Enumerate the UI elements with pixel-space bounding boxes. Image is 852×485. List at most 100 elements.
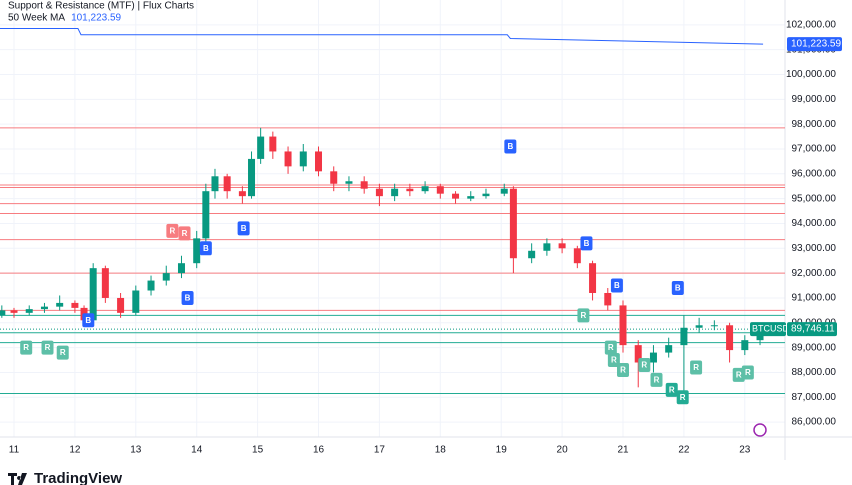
x-tick-label: 14 — [191, 445, 203, 456]
candle-body — [406, 188, 414, 192]
marker-box — [41, 340, 54, 355]
candle-body — [528, 250, 536, 259]
ma-line — [0, 28, 764, 45]
candle-body — [649, 352, 657, 363]
signal-marker: R — [617, 362, 630, 377]
candle-body — [710, 325, 718, 327]
candle-body — [132, 290, 140, 313]
signal-marker: R — [638, 357, 651, 372]
marker-box — [732, 367, 745, 382]
marker-label: R — [182, 229, 188, 238]
marker-box — [166, 223, 179, 238]
signal-marker: R — [56, 345, 69, 360]
marker-box — [638, 357, 651, 372]
candle-body — [238, 191, 246, 197]
marker-label: R — [620, 366, 626, 375]
signal-marker: R — [741, 365, 754, 380]
candle-body — [101, 268, 109, 298]
candle-body — [360, 181, 368, 189]
y-tick-label: 98,000.00 — [792, 119, 837, 130]
marker-label: B — [85, 316, 91, 325]
marker-label: B — [584, 239, 590, 248]
candle-body — [71, 302, 79, 308]
ma-name: 50 Week MA — [8, 13, 65, 24]
marker-box — [20, 340, 33, 355]
signal-marker: B — [580, 236, 593, 251]
marker-box — [604, 340, 617, 355]
candle-body — [436, 186, 444, 194]
x-tick-label: 11 — [9, 445, 20, 456]
marker-label: R — [45, 343, 51, 352]
candle-body — [634, 345, 642, 363]
y-tick-label: 96,000.00 — [792, 168, 837, 179]
candle-body — [726, 325, 734, 351]
candle-body — [421, 186, 429, 192]
candle-body — [211, 176, 219, 192]
logo-icon — [8, 473, 27, 485]
marker-box — [82, 313, 95, 328]
marker-box — [671, 281, 684, 296]
y-tick-label: 91,000.00 — [792, 293, 837, 304]
x-tick-label: 20 — [557, 445, 569, 456]
signal-marker: B — [199, 241, 212, 256]
marker-box — [237, 221, 250, 236]
price-tag — [787, 322, 837, 337]
signal-marker: R — [665, 382, 678, 397]
marker-label: R — [669, 385, 675, 394]
price-tag-label: 89,746.11 — [791, 324, 835, 335]
y-tick-label: 95,000.00 — [792, 193, 837, 204]
marker-label: R — [654, 376, 660, 385]
x-tick-label: 16 — [313, 445, 325, 456]
candle-body — [117, 297, 125, 313]
y-tick-label: 88,000.00 — [792, 367, 837, 378]
signal-marker: B — [504, 139, 517, 154]
candle-body — [665, 345, 673, 353]
marker-label: R — [693, 363, 699, 372]
marker-label: B — [203, 244, 209, 253]
x-tick-label: 12 — [69, 445, 81, 456]
signal-marker: R — [676, 390, 689, 405]
x-tick-label: 19 — [496, 445, 508, 456]
alert-icon[interactable] — [753, 423, 767, 437]
candle-body — [589, 263, 597, 293]
signal-marker: B — [237, 221, 250, 236]
signal-marker: R — [41, 340, 54, 355]
candle-body — [741, 340, 749, 351]
marker-label: R — [608, 343, 614, 352]
y-tick-label: 87,000.00 — [792, 392, 837, 403]
y-tick-label: 93,000.00 — [792, 243, 837, 254]
candle-body — [391, 188, 399, 197]
signal-marker: R — [577, 308, 590, 323]
candle-body — [162, 273, 170, 281]
ma-tag — [787, 37, 842, 52]
marker-label: R — [581, 311, 587, 320]
marker-box — [199, 241, 212, 256]
candle-body — [695, 325, 703, 328]
signal-marker: B — [671, 281, 684, 296]
candle-body — [330, 171, 338, 184]
marker-box — [650, 372, 663, 387]
candle-body — [10, 310, 18, 313]
marker-box — [607, 353, 620, 368]
signal-marker: R — [732, 367, 745, 382]
candle-body — [680, 327, 688, 346]
candle-body — [345, 181, 353, 184]
marker-label: R — [736, 371, 742, 380]
marker-box — [690, 360, 703, 375]
y-tick-label: 92,000.00 — [792, 268, 837, 279]
candle-body — [40, 306, 48, 310]
marker-label: R — [60, 348, 66, 357]
marker-label: R — [680, 393, 686, 402]
candle-body — [482, 193, 490, 197]
marker-box — [617, 362, 630, 377]
marker-label: R — [641, 361, 647, 370]
y-tick-label: 99,000.00 — [792, 94, 837, 105]
marker-box — [56, 345, 69, 360]
ma-tag-label: 101,223.59 — [791, 39, 841, 50]
x-tick-label: 17 — [374, 445, 386, 456]
signal-marker: B — [181, 290, 194, 305]
marker-label: R — [745, 368, 751, 377]
candle-body — [269, 136, 277, 152]
signal-marker: R — [20, 340, 33, 355]
